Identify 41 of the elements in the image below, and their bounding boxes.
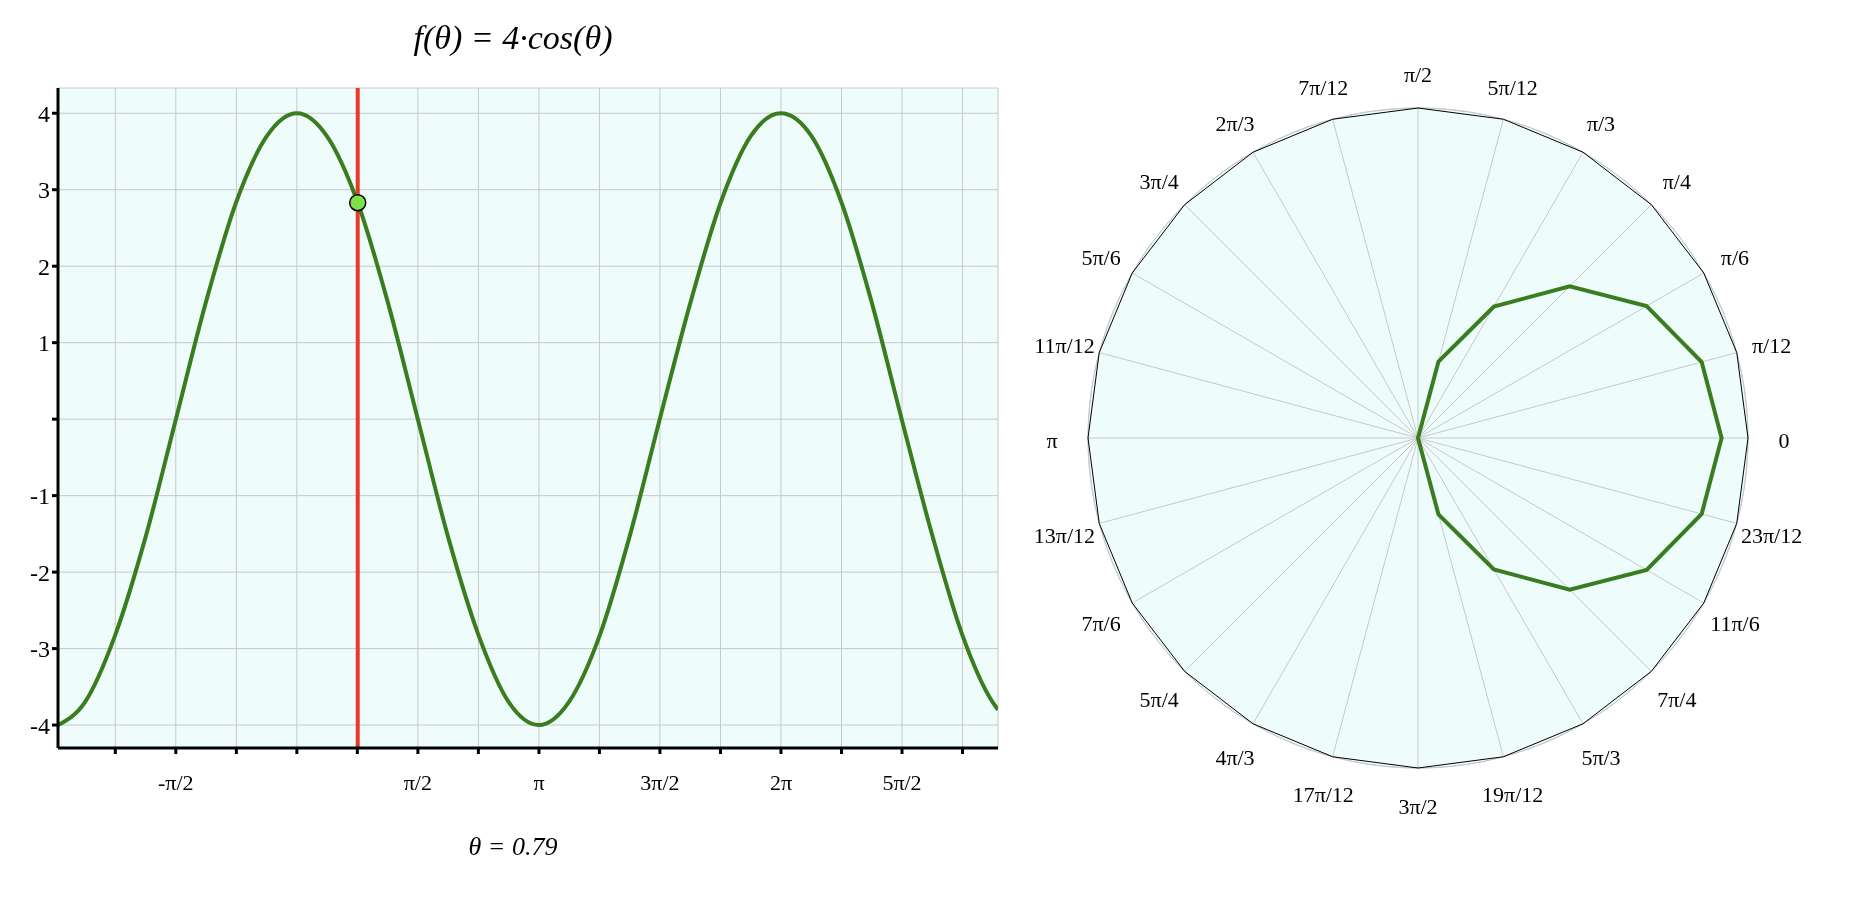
spoke-label: π/6 [1720,245,1750,271]
x-tick-label: 5π/2 [882,770,922,796]
y-tick-label: 2 [38,253,50,280]
text: θ = 0.79 [467,832,559,862]
spoke-label: 7π/4 [1657,686,1697,712]
x-tick-label: 3π/2 [640,770,680,796]
spoke-label: 17π/12 [1292,781,1354,807]
spoke-label: 5π/12 [1487,74,1538,100]
spoke-label: 11π/12 [1034,333,1095,359]
spoke-label: 3π/2 [1398,794,1438,820]
spoke-label: 11π/6 [1710,611,1760,637]
y-tick-label: -3 [30,636,50,663]
spoke-label: 2π/3 [1215,111,1255,137]
x-tick-label: -π/2 [158,770,194,796]
y-tick-label: -1 [30,483,50,510]
spoke-label: 4π/3 [1215,745,1255,771]
y-tick-label: -4 [30,712,50,739]
y-tick-label: 3 [38,177,50,204]
y-tick-label: 4 [38,100,50,127]
spoke-label: 7π/6 [1081,611,1121,637]
spoke-label: 3π/4 [1139,169,1179,195]
spoke-label: 0 [1778,428,1790,454]
line-series [58,111,998,728]
spoke-label: π/4 [1662,169,1691,195]
x-tick-label: π [533,770,545,796]
x-tick-label: π/2 [403,770,433,796]
x-tick-label: 2π [769,770,793,796]
y-tick-label: -2 [30,559,50,586]
spoke-label: 13π/12 [1033,522,1096,548]
spoke-label: π [1046,428,1058,454]
spoke-label: 5π/6 [1081,245,1121,271]
spoke-label: π/2 [1403,62,1433,88]
spoke-label: π/12 [1751,333,1792,359]
chart-title: f(θ) = 4·cos(θ) [412,18,614,58]
spoke-label: 7π/12 [1298,74,1349,100]
spoke-label: 5π/3 [1581,745,1621,771]
spoke-label: 19π/12 [1482,781,1544,807]
spoke-label: 5π/4 [1139,686,1179,712]
spoke-label: π/3 [1586,111,1616,137]
spoke-label: 23π/12 [1740,522,1803,548]
y-tick-label: 1 [38,330,50,357]
